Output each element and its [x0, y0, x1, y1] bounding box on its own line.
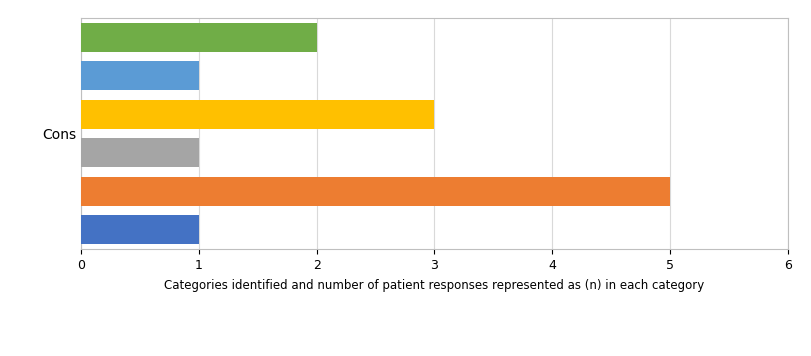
Bar	[81, 61, 199, 90]
Bar	[81, 138, 199, 167]
Bar	[81, 177, 669, 206]
Bar	[81, 215, 199, 244]
Bar	[81, 100, 434, 129]
X-axis label: Categories identified and number of patient responses represented as (n) in each: Categories identified and number of pati…	[164, 279, 704, 292]
Bar	[81, 23, 316, 52]
